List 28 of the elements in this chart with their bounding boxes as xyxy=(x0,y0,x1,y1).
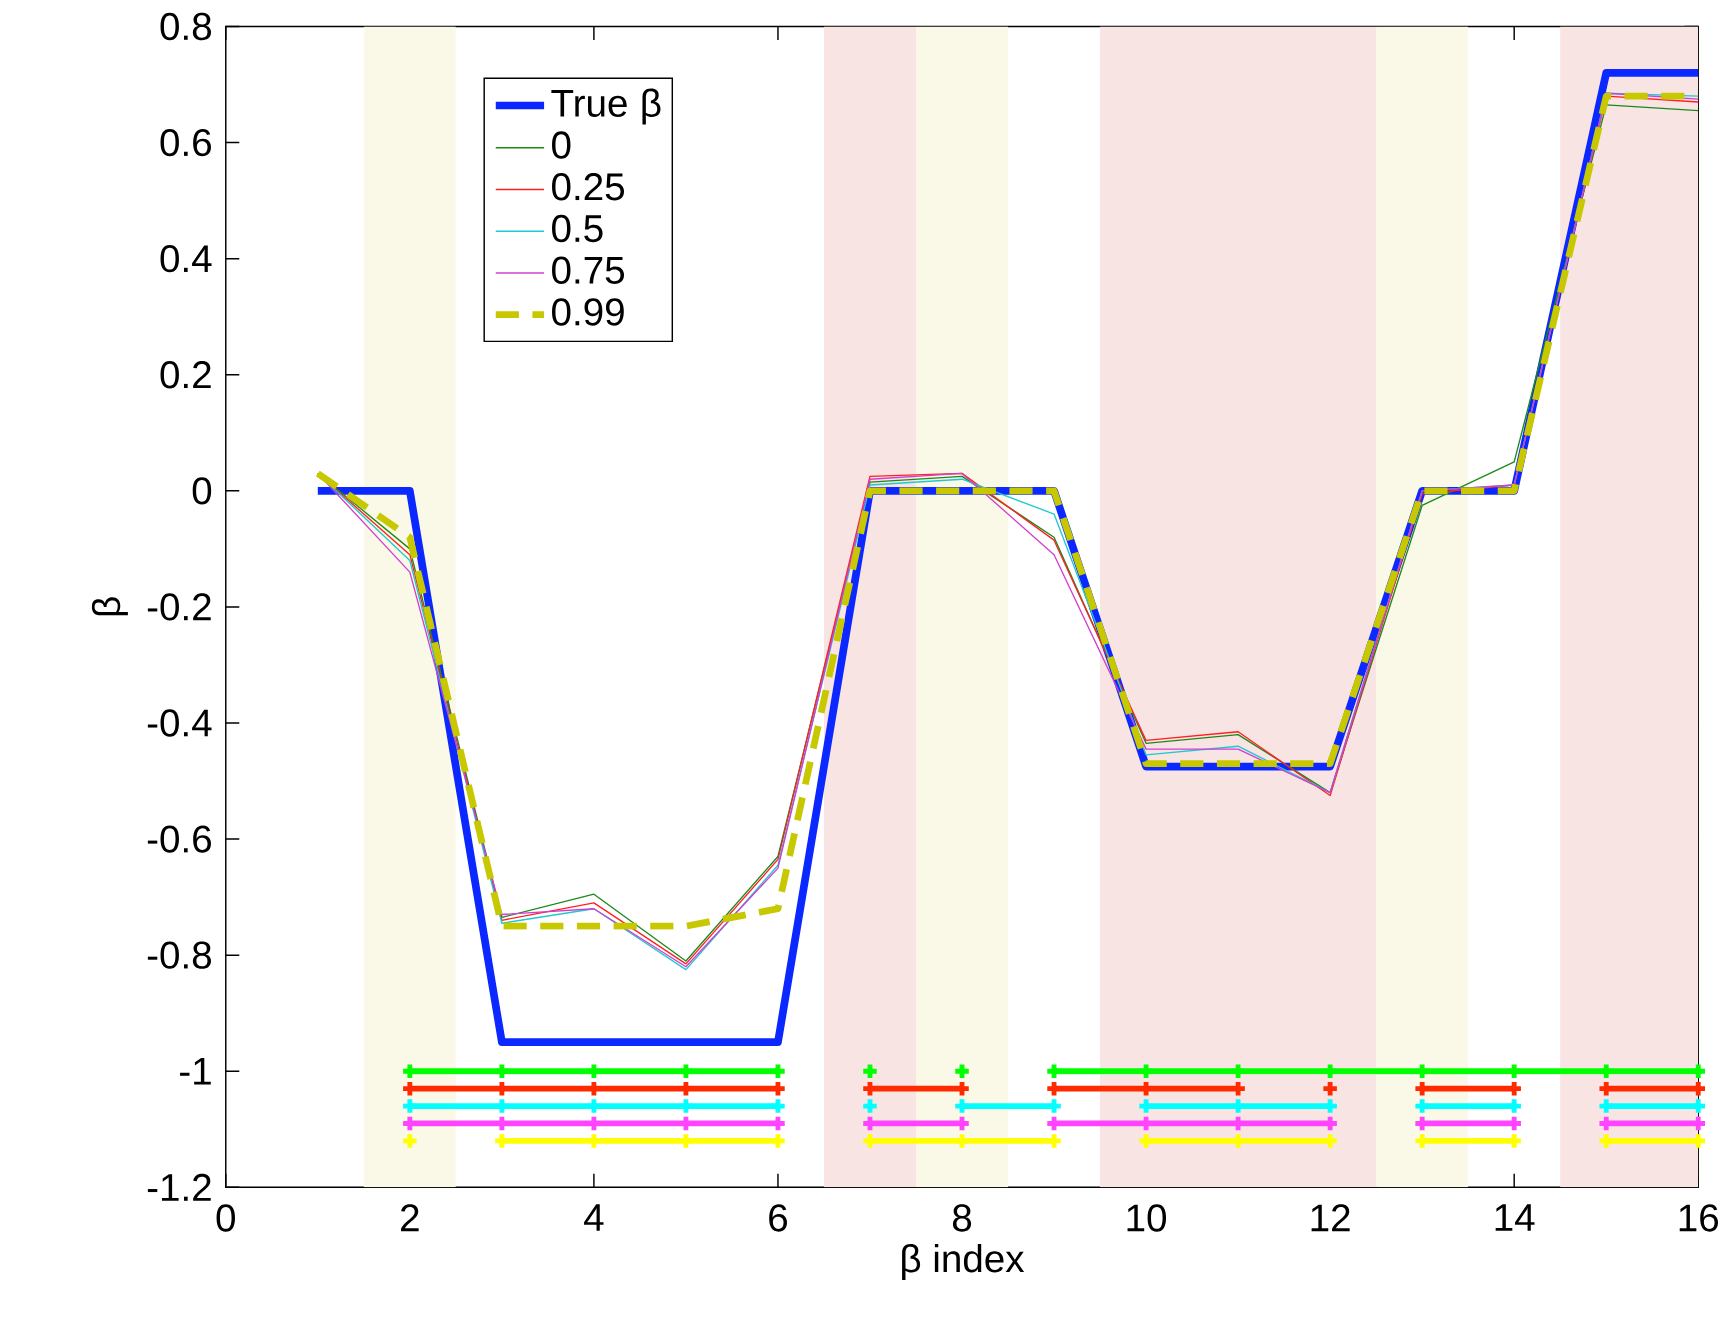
y-tick-label: -0.2 xyxy=(147,593,211,621)
legend-label: 0.75 xyxy=(552,256,625,284)
x-tick-label: 0 xyxy=(216,1204,235,1232)
y-axis-title: β xyxy=(91,597,128,616)
legend-label: 0.99 xyxy=(552,298,624,326)
legend-label: True β xyxy=(551,88,661,125)
x-tick-label: 12 xyxy=(1311,1204,1350,1232)
legend-label: 0 xyxy=(552,131,571,159)
y-tick-label: -1.2 xyxy=(147,1173,211,1201)
x-tick-label: 2 xyxy=(401,1204,419,1232)
y-tick-label: -0.6 xyxy=(147,825,211,853)
y-tick-label: -0.8 xyxy=(147,941,211,969)
x-axis-title: β index xyxy=(902,1243,1025,1280)
y-tick-label: 0.4 xyxy=(160,244,212,273)
x-tick-label: 8 xyxy=(952,1204,972,1232)
legend-label: 0.25 xyxy=(552,172,625,201)
y-tick-label: -1 xyxy=(180,1057,211,1085)
y-tick-label: -0.4 xyxy=(147,709,212,737)
x-tick-label: 14 xyxy=(1495,1204,1535,1231)
y-tick-label: 0.6 xyxy=(160,128,211,157)
legend-label: 0.5 xyxy=(552,214,603,242)
y-tick-label: 0 xyxy=(192,476,212,505)
x-tick-label: 16 xyxy=(1679,1204,1719,1232)
x-tick-label: 4 xyxy=(584,1204,604,1231)
y-tick-label: 0.8 xyxy=(160,12,211,40)
x-tick-label: 10 xyxy=(1127,1204,1167,1232)
x-tick-label: 6 xyxy=(769,1204,787,1232)
y-tick-label: 0.2 xyxy=(160,360,211,389)
